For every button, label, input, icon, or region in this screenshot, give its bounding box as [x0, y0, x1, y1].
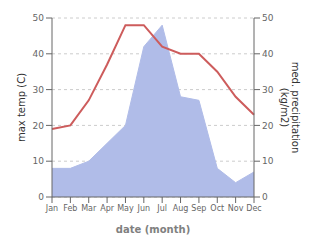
svg-text:Jun: Jun [137, 204, 151, 213]
svg-text:30: 30 [262, 85, 274, 95]
svg-text:May: May [117, 204, 134, 213]
svg-text:50: 50 [33, 13, 45, 23]
svg-text:max temp (C): max temp (C) [16, 73, 27, 142]
svg-text:Feb: Feb [63, 204, 77, 213]
svg-text:date (month): date (month) [116, 224, 190, 235]
svg-text:Aug: Aug [173, 204, 189, 213]
svg-text:Dec: Dec [246, 204, 261, 213]
svg-text:0: 0 [262, 192, 268, 202]
svg-text:Sep: Sep [191, 204, 206, 213]
svg-text:20: 20 [33, 121, 45, 131]
svg-text:med. precipitation(kg/m2): med. precipitation(kg/m2) [279, 62, 301, 154]
svg-text:40: 40 [262, 49, 274, 59]
svg-text:0: 0 [38, 192, 44, 202]
svg-text:Jan: Jan [45, 204, 58, 213]
svg-text:Apr: Apr [100, 204, 115, 213]
svg-text:10: 10 [33, 156, 45, 166]
svg-text:Mar: Mar [81, 204, 97, 213]
svg-text:30: 30 [33, 85, 45, 95]
svg-text:Nov: Nov [228, 204, 244, 213]
svg-text:Jul: Jul [156, 204, 167, 213]
svg-text:10: 10 [262, 156, 274, 166]
svg-text:40: 40 [33, 49, 45, 59]
svg-text:50: 50 [262, 13, 274, 23]
svg-text:Oct: Oct [210, 204, 224, 213]
svg-text:20: 20 [262, 121, 274, 131]
